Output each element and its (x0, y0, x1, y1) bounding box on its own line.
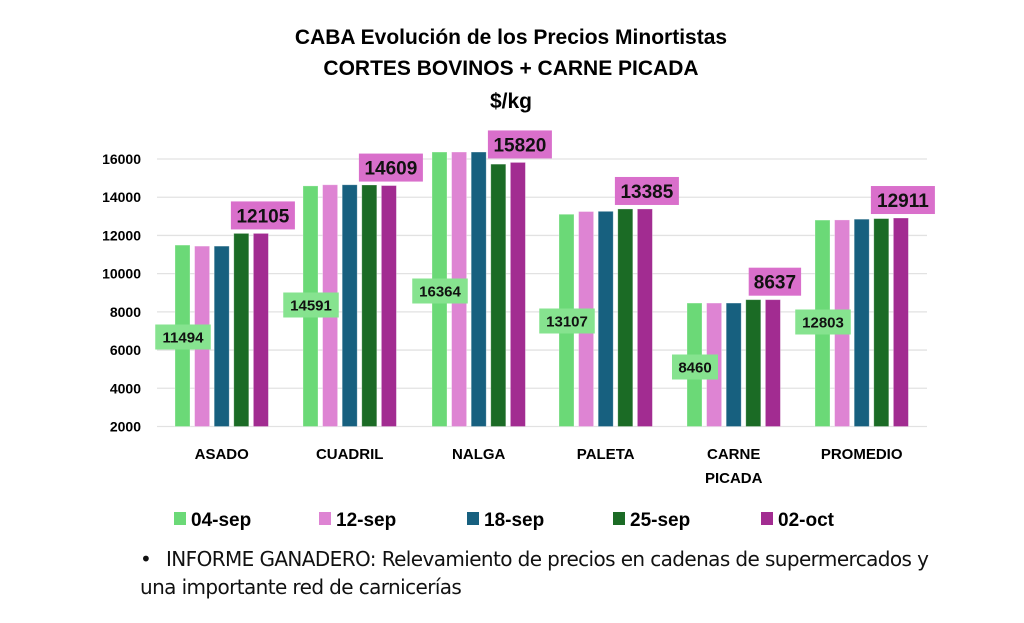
data-label-box-first (155, 324, 211, 350)
legend-swatch (319, 512, 331, 525)
bar-02-oct (893, 217, 909, 427)
data-label-box-first (672, 354, 718, 380)
legend-swatch (761, 512, 773, 525)
gridlines (157, 158, 927, 428)
data-label-first: 13107 (546, 314, 588, 331)
chart-title-line-2: CORTES BOVINOS + CARNE PICADA (323, 57, 698, 80)
x-category-label: CUADRIL (316, 446, 384, 463)
data-label-last: 8637 (754, 273, 796, 294)
x-category-label: CARNE (707, 446, 760, 463)
data-label-first: 8460 (678, 360, 711, 377)
legend-swatch (613, 512, 625, 525)
legend-label: 02-oct (778, 510, 835, 531)
chart-title-line-1: CABA Evolución de los Precios Minortista… (295, 26, 727, 49)
data-label-first: 12803 (802, 315, 844, 332)
legend-label: 04-sep (191, 510, 251, 531)
legend-swatch (174, 512, 186, 525)
bar-02-oct (252, 233, 269, 427)
data-label-first: 14591 (290, 298, 332, 315)
bar-25-sep (873, 218, 890, 427)
x-category-label: ASADO (195, 446, 250, 463)
legend-label: 12-sep (336, 510, 396, 531)
y-tick-label: 12000 (102, 227, 141, 243)
data-label-last: 14609 (364, 159, 417, 180)
x-category-label: NALGA (452, 446, 505, 463)
x-category-label: PROMEDIO (821, 446, 903, 463)
bar-18-sep (853, 218, 870, 427)
bar-02-oct (509, 162, 526, 427)
bar-18-sep (470, 151, 487, 427)
y-tick-label: 14000 (102, 189, 141, 205)
x-category-label: PALETA (577, 446, 635, 463)
y-tick-label: 2000 (110, 419, 141, 435)
footnote-text: INFORME GANADERO: Relevamiento de precio… (140, 547, 929, 599)
bar-18-sep (341, 184, 358, 427)
bar-25-sep (490, 163, 507, 427)
legend-swatch (467, 512, 479, 525)
y-tick-label: 8000 (110, 304, 141, 320)
bar-02-oct (765, 299, 781, 427)
data-label-box-first (539, 308, 595, 334)
bar-02-oct (380, 185, 397, 427)
bar-chart: CABA Evolución de los Precios Minortista… (102, 26, 935, 531)
bar-25-sep (233, 233, 250, 427)
y-tick-label: 10000 (102, 266, 141, 282)
y-axis-ticks: 2000 4000 6000 8000 10000 12000 14000 16000 (102, 151, 141, 435)
data-label-box-last (748, 267, 802, 296)
y-tick-label: 6000 (110, 342, 141, 358)
bar-25-sep (617, 208, 634, 427)
data-label-first: 11494 (163, 330, 205, 347)
bar-02-oct (637, 208, 653, 427)
data-label-last: 12911 (877, 191, 929, 212)
data-label-first: 16364 (419, 284, 461, 301)
footnote: • INFORME GANADERO: Relevamiento de preci… (140, 545, 960, 601)
data-label-box-first (795, 309, 851, 335)
data-label-box-last (358, 153, 423, 182)
data-label-box-last (870, 186, 935, 215)
chart-title-line-3: $/kg (490, 90, 532, 113)
bar-18-sep (597, 210, 614, 427)
data-label-box-last (230, 201, 295, 230)
x-category-label: PICADA (705, 470, 763, 487)
data-label-last: 15820 (493, 135, 546, 156)
legend-label: 18-sep (484, 510, 544, 531)
data-label-box-first (412, 278, 468, 304)
data-label-box-last (614, 176, 679, 205)
data-label-box-first (283, 292, 339, 318)
x-axis-categories: ASADO CUADRIL NALGA PALETA CARNE PICADA PROMED… (195, 446, 903, 487)
y-tick-label: 16000 (102, 151, 141, 167)
bar-18-sep (725, 302, 742, 427)
bullet-icon: • (140, 547, 152, 571)
data-label-last: 12105 (236, 206, 289, 227)
data-labels: 11494 14591 16364 13107 8460 12803 12105 14609 1… (155, 130, 935, 380)
bar-25-sep (745, 299, 762, 427)
data-label-box-last (487, 130, 552, 159)
bar-18-sep (213, 245, 230, 427)
bar-25-sep (361, 184, 378, 427)
y-tick-label: 4000 (110, 380, 141, 396)
data-label-last: 13385 (620, 182, 673, 203)
legend-label: 25-sep (630, 510, 690, 531)
legend: 04-sep 12-sep 18-sep 25-sep 02-oct (174, 510, 835, 531)
